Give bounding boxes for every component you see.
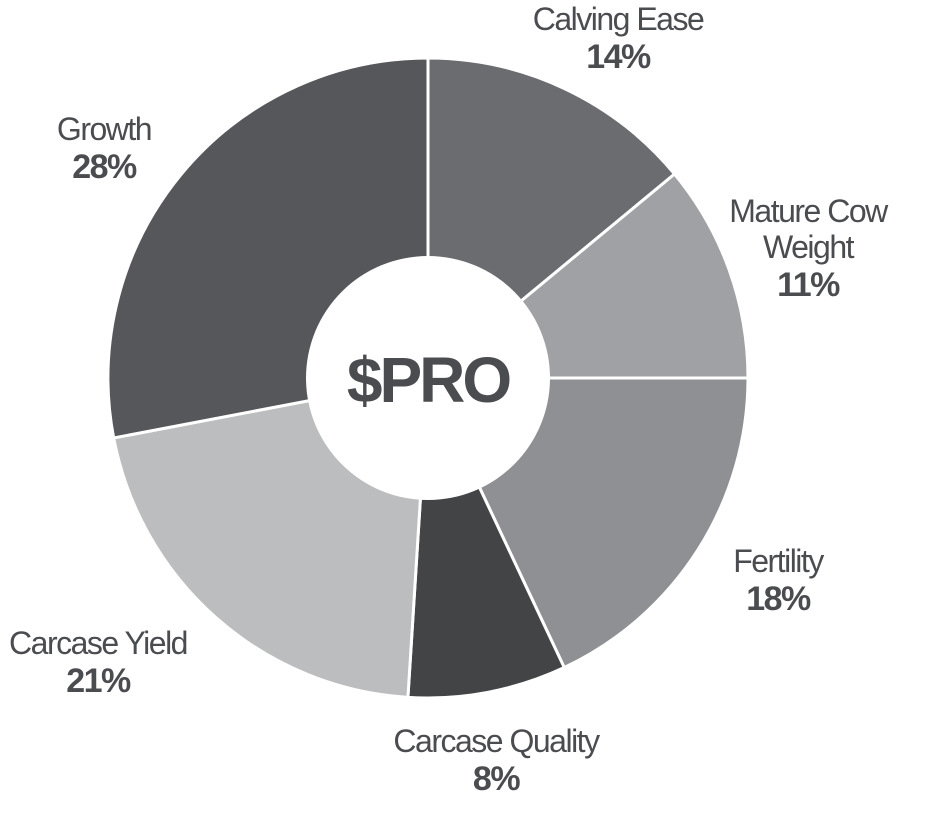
slice-value-mature-cow-weight: 11%: [777, 266, 840, 304]
slice-label-growth: Growth: [57, 111, 151, 147]
slice-value-growth: 28%: [72, 148, 137, 186]
slice-label-mature-cow-weight: Mature Cow Weight: [729, 193, 889, 265]
slice-label-line: Weight: [763, 229, 855, 265]
center-hole: [306, 256, 550, 500]
slice-label-line: Carcase Quality: [393, 723, 600, 759]
slice-value-carcase-yield: 21%: [66, 662, 131, 700]
slice-label-line: Mature Cow: [729, 193, 889, 229]
slice-label-line: Growth: [57, 111, 151, 147]
slice-value-carcase-quality: 8%: [473, 760, 520, 798]
slice-label-carcase-quality: Carcase Quality: [393, 723, 600, 759]
slice-value-fertility: 18%: [746, 580, 811, 618]
slice-label-carcase-yield: Carcase Yield: [9, 625, 187, 661]
slice-label-line: Calving Ease: [533, 1, 704, 37]
slice-label-line: Fertility: [733, 543, 824, 579]
slice-label-fertility: Fertility: [733, 543, 824, 579]
center-label: $PRO: [347, 344, 511, 416]
slice-label-calving-ease: Calving Ease: [533, 1, 704, 37]
slice-label-line: Carcase Yield: [9, 625, 187, 661]
slice-value-calving-ease: 14%: [586, 38, 651, 76]
